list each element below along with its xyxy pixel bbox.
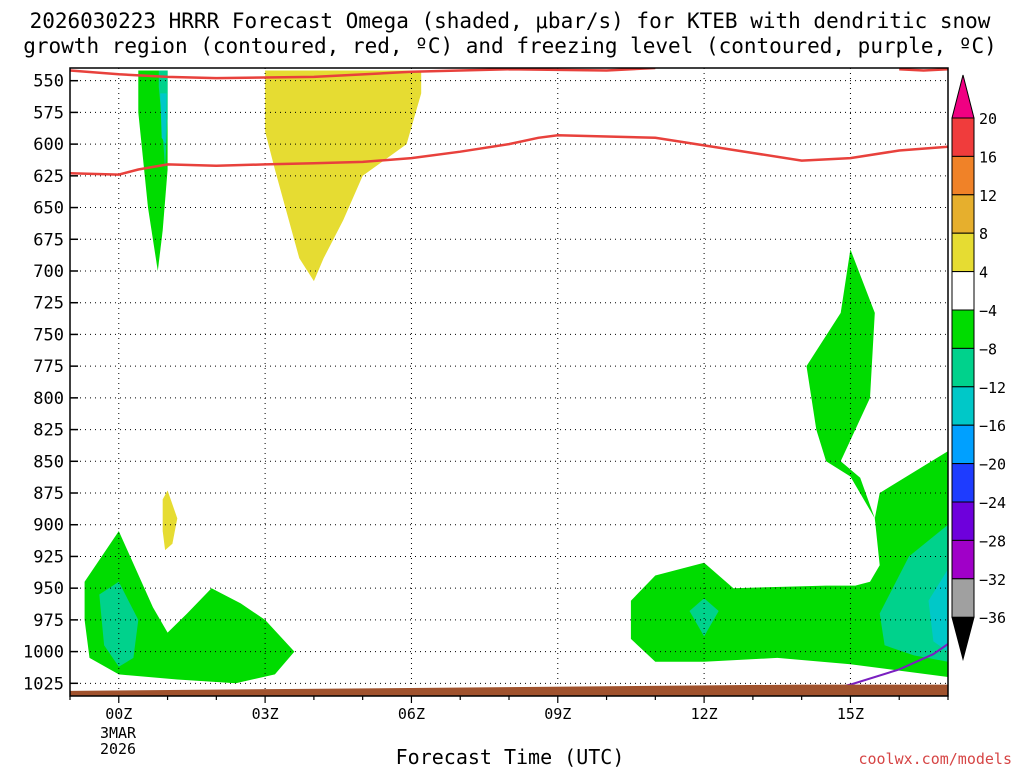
x-tick-label-9: 09Z [544, 705, 571, 723]
x-tick-label-6: 06Z [398, 705, 425, 723]
colorbar-label-7: −12 [979, 379, 1006, 397]
y-tick-label-700: 700 [33, 262, 64, 282]
y-tick-label-800: 800 [33, 389, 64, 409]
credit-text[interactable]: coolwx.com/models [858, 750, 1012, 768]
y-tick-label-975: 975 [33, 611, 64, 631]
y-tick-label-850: 850 [33, 452, 64, 472]
colorbar-label-8: −16 [979, 417, 1006, 435]
colorbar-segment-4 [951, 271, 975, 311]
colorbar-label-13: −36 [979, 609, 1006, 627]
date-label-year: 2026 [100, 740, 136, 758]
colorbar-label-4: 4 [979, 264, 988, 282]
colorbar-label-1: 16 [979, 148, 997, 166]
dendritic-contour-0 [70, 68, 656, 80]
y-tick-label-1025: 1025 [23, 674, 64, 694]
colorbar-segment-12 [951, 578, 975, 618]
y-tick-label-925: 925 [33, 547, 64, 567]
colorbar-label-0: 20 [979, 110, 997, 128]
y-tick-label-550: 550 [33, 72, 64, 92]
omega-region-9 [928, 569, 948, 652]
colorbar-segment-11 [951, 539, 975, 580]
plot-clip-group [70, 68, 948, 696]
omega-region-5 [84, 531, 295, 684]
colorbar-label-10: −24 [979, 494, 1006, 512]
colorbar-bottom-arrow [951, 616, 975, 662]
chart-title-line1: 2026030223 HRRR Forecast Omega (shaded, … [30, 9, 991, 33]
colorbar-label-2: 12 [979, 187, 997, 205]
y-tick-label-600: 600 [33, 135, 64, 155]
y-tick-label-625: 625 [33, 167, 64, 187]
omega-region-0 [138, 70, 168, 271]
colorbar-segment-5 [951, 309, 975, 349]
colorbar-label-9: −20 [979, 456, 1006, 474]
colorbar-segment-0 [951, 117, 975, 157]
colorbar-segment-3 [951, 232, 975, 273]
x-axis-label: Forecast Time (UTC) [396, 745, 625, 768]
omega-region-8 [879, 524, 948, 662]
y-tick-label-575: 575 [33, 103, 64, 123]
colorbar-segment-10 [951, 501, 975, 541]
plot-area [70, 68, 948, 696]
colorbar-label-3: 8 [979, 225, 988, 243]
y-tick-label-950: 950 [33, 579, 64, 599]
colorbar-segment-2 [951, 194, 975, 234]
colorbar-label-11: −28 [979, 532, 1006, 550]
y-tick-label-650: 650 [33, 199, 64, 219]
y-tick-label-675: 675 [33, 230, 64, 250]
date-label-month: 3MAR [100, 724, 137, 742]
omega-region-4 [162, 490, 178, 551]
omega-region-6 [99, 581, 139, 667]
colorbar-segment-7 [951, 386, 975, 426]
dendritic-contour-1 [899, 68, 948, 72]
y-tick-label-900: 900 [33, 516, 64, 536]
colorbar: 20 16 12 8 4 −4 −8 −12 −16 −20 −24 −28 −32 −36 [951, 74, 1006, 662]
colorbar-segment-9 [951, 463, 975, 503]
ground-surface [70, 684, 948, 696]
y-tick-label-775: 775 [33, 357, 64, 377]
x-tick-label-0: 00Z [105, 705, 132, 723]
chart-title-line2: growth region (contoured, red, ºC) and f… [23, 34, 997, 58]
omega-region-10 [689, 598, 719, 637]
colorbar-top-arrow [951, 74, 975, 119]
x-tick-label-12: 12Z [691, 705, 718, 723]
colorbar-label-5: −4 [979, 302, 997, 320]
dendritic-contour-2 [70, 133, 948, 176]
axes: 550 575 600 625 650 675 700 725 750 775 800 825 850 8… [23, 67, 949, 723]
x-tick-label-3: 03Z [252, 705, 279, 723]
colorbar-label-12: −32 [979, 571, 1006, 589]
y-tick-label-1000: 1000 [23, 643, 64, 663]
y-tick-label-750: 750 [33, 325, 64, 345]
colorbar-segment-6 [951, 347, 975, 388]
y-tick-label-875: 875 [33, 484, 64, 504]
colorbar-segment-8 [951, 424, 975, 465]
y-tick-label-725: 725 [33, 294, 64, 314]
omega-region-7 [630, 249, 948, 677]
colorbar-label-6: −8 [979, 340, 997, 358]
omega-region-2 [160, 93, 167, 145]
y-tick-label-825: 825 [33, 421, 64, 441]
omega-region-3 [265, 70, 422, 282]
colorbar-segment-1 [951, 155, 975, 196]
x-tick-label-15: 15Z [837, 705, 864, 723]
